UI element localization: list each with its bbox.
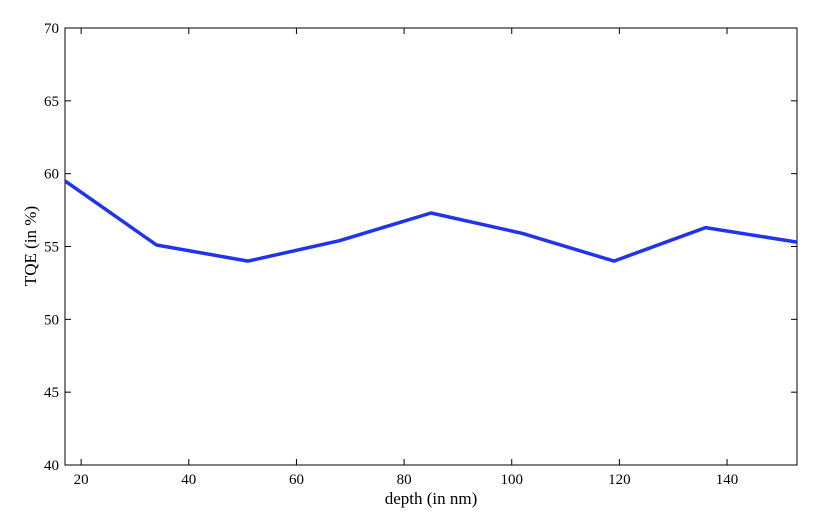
x-tick-label: 20 [74,472,89,488]
y-tick-label: 70 [44,21,59,37]
plot-area [64,27,798,466]
x-axis-ticks: 20 40 60 80 100 120 140 [74,28,739,488]
x-tick-label: 140 [716,472,739,488]
y-axis-ticks: 40 45 50 55 60 65 70 [44,21,797,474]
x-tick-label: 120 [608,472,631,488]
y-tick-label: 55 [44,240,59,256]
series-line [63,179,798,263]
y-tick-label: 60 [44,167,59,183]
y-tick-label: 50 [44,312,59,328]
x-tick-label: 60 [289,472,304,488]
y-tick-label: 65 [44,94,59,110]
x-tick-label: 100 [500,472,523,488]
y-tick-label: 45 [44,385,59,401]
series-layer [63,179,798,263]
x-tick-label: 40 [181,472,196,488]
x-axis-label: depth (in nm) [385,489,478,508]
x-tick-label: 80 [397,472,412,488]
y-tick-label: 40 [44,458,59,474]
y-axis-label: TQE (in %) [21,206,40,286]
